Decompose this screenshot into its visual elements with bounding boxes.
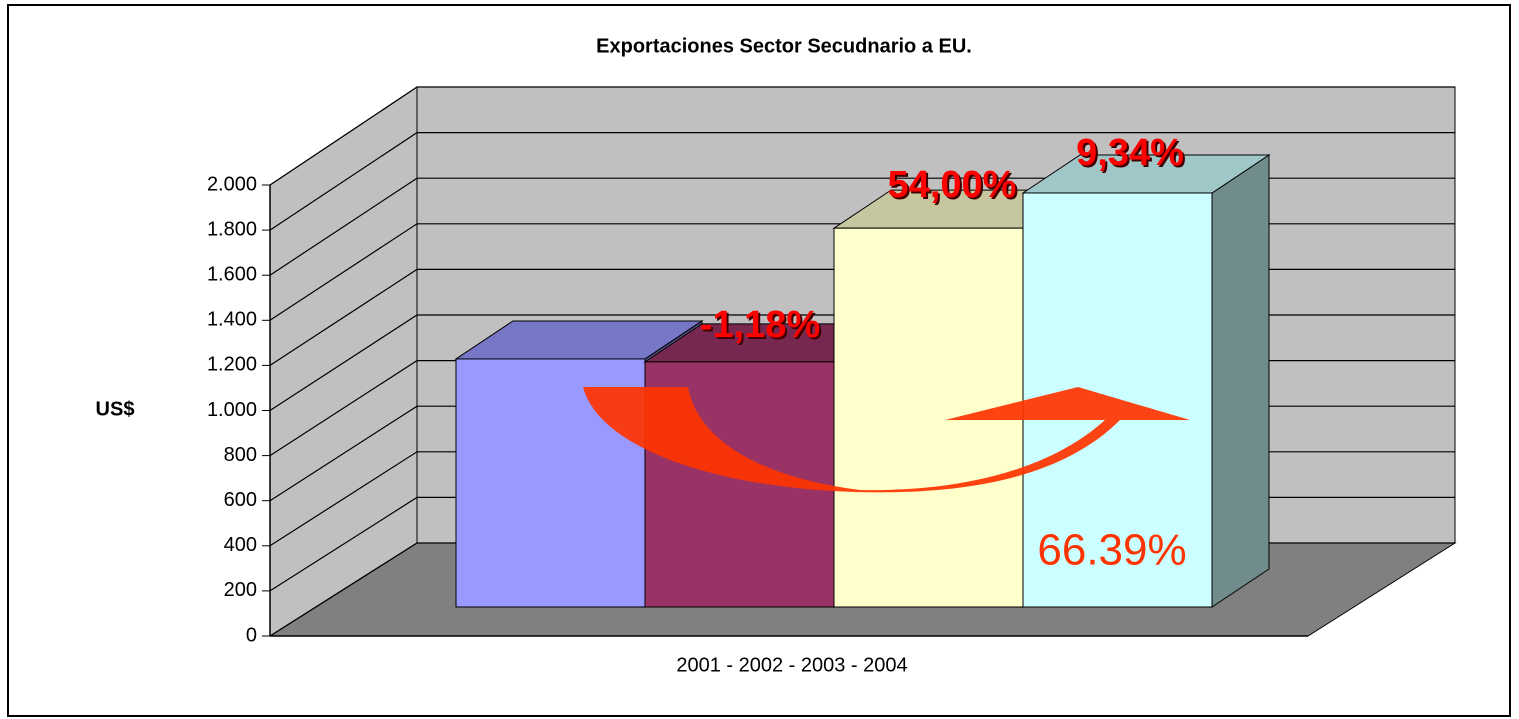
y-tick-label: 1.000 — [207, 399, 257, 421]
y-tick-label: 0 — [246, 624, 257, 646]
y-tick-label: 1.600 — [207, 263, 257, 285]
annotation: 9,34% — [1076, 132, 1184, 174]
trend-arrow — [583, 387, 1190, 493]
y-axis-label: US$ — [96, 398, 135, 420]
bar-side — [1211, 154, 1270, 608]
grid-line — [269, 132, 1455, 231]
grid-line — [269, 86, 1455, 186]
annotation-shadow: 54,00% — [890, 166, 1019, 208]
x-axis-label: 2001 - 2002 - 2003 - 2004 — [676, 654, 907, 676]
y-tick-label: 1.200 — [207, 354, 257, 376]
annotation-shadow: 9,34% — [1078, 134, 1186, 176]
annotation: -1,18% — [700, 304, 820, 346]
annotation-shadow: -1,18% — [702, 306, 822, 348]
annotation: 66.39% — [1037, 526, 1186, 575]
bars — [454, 154, 1271, 608]
y-tick-label: 600 — [224, 489, 257, 511]
y-tick-label: 1.800 — [207, 218, 257, 240]
y-tick-label: 400 — [224, 534, 257, 556]
y-tick-label: 800 — [224, 444, 257, 466]
y-tick-label: 2.000 — [207, 173, 257, 195]
annotation: 54,00% — [888, 164, 1017, 206]
y-tick-label: 1.400 — [207, 309, 257, 331]
chart-title: Exportaciones Sector Secudnario a EU. — [596, 35, 972, 57]
y-tick-label: 200 — [224, 579, 257, 601]
